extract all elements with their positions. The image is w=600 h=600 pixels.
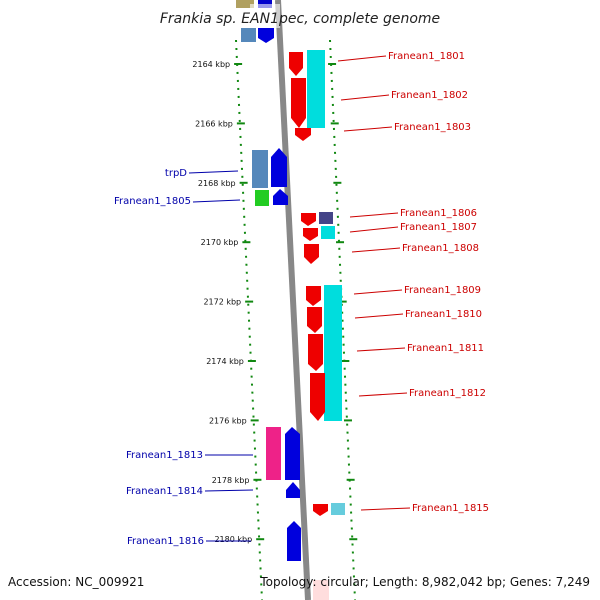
gene-shape — [301, 213, 316, 226]
gene-label[interactable]: Franean1_1806 — [400, 208, 477, 219]
gene-shape — [241, 28, 256, 42]
gene-shape — [313, 580, 329, 600]
right-track-line — [329, 39, 356, 600]
gene-shape — [287, 521, 301, 561]
gene-shape — [266, 427, 281, 480]
gene-shape — [252, 150, 268, 188]
gene-shape — [289, 52, 303, 76]
gene-leader-line — [340, 94, 390, 101]
genome-backbone — [275, 0, 311, 600]
diagram-title: Frankia sp. EAN1pec, complete genome — [160, 11, 440, 27]
gene-shape — [258, 28, 274, 43]
topology-text: Topology: circular; Length: 8,982,042 bp… — [259, 575, 590, 589]
gene-shape — [306, 286, 321, 306]
accession-text: Accession: NC_009921 — [8, 575, 144, 589]
tick-label: 2178 kbp — [212, 476, 250, 485]
left-track-line — [235, 39, 263, 600]
gene-shape — [271, 148, 287, 187]
gene-shape — [319, 212, 333, 224]
gene-shape — [255, 190, 269, 206]
gene-leader-line — [360, 507, 411, 511]
gene-label[interactable]: Franean1_1810 — [405, 309, 482, 320]
gene-leader-line — [351, 247, 401, 253]
gene-label[interactable]: Franean1_1802 — [391, 90, 468, 101]
tick-group: 2164 kbp 2166 kbp 2168 kbp 2170 kbp 2172 kbp… — [192, 60, 358, 544]
tick-label: 2166 kbp — [195, 119, 233, 128]
tick-label: 2168 kbp — [198, 179, 236, 188]
gene-leader-line — [192, 199, 241, 203]
gene-shape — [295, 128, 311, 141]
gene-shape — [273, 189, 288, 205]
gene-shape — [291, 78, 306, 128]
gene-shape — [308, 334, 323, 371]
gene-leader-line — [358, 392, 408, 397]
gene-leader-line — [349, 226, 399, 233]
gene-leader-line — [343, 126, 393, 132]
gene-shape — [307, 50, 325, 128]
gene-label[interactable]: Franean1_1812 — [409, 388, 486, 399]
gene-leader-line — [188, 170, 239, 174]
gene-label[interactable]: Franean1_1805 — [114, 196, 191, 207]
gene-shape — [324, 285, 342, 421]
right-gene-labels: Franean1_1801 Franean1_1802 Franean1_1803 F… — [337, 51, 489, 514]
gene-shapes — [241, 28, 345, 600]
gene-label[interactable]: Franean1_1815 — [412, 503, 489, 514]
gene-shape — [310, 373, 325, 421]
gene-label[interactable]: Franean1_1803 — [394, 122, 471, 133]
partial-gene-top-olive — [236, 0, 254, 8]
gene-leader-line — [337, 55, 387, 62]
tick-label: 2176 kbp — [209, 416, 247, 425]
gene-leader-line — [349, 212, 399, 218]
title-backdrop — [250, 4, 280, 28]
tick-label: 2174 kbp — [206, 357, 244, 366]
gene-label[interactable]: Franean1_1807 — [400, 222, 477, 233]
tick-label: 2172 kbp — [203, 298, 241, 307]
gene-label[interactable]: Franean1_1808 — [402, 243, 479, 254]
gene-label[interactable]: Franean1_1809 — [404, 285, 481, 296]
left-gene-labels: trpD Franean1_1805 Franean1_1813 Franean1_1… — [114, 168, 254, 547]
tick-label: 2164 kbp — [192, 60, 230, 69]
gene-label[interactable]: Franean1_1811 — [407, 343, 484, 354]
gene-label[interactable]: Franean1_1801 — [388, 51, 465, 62]
gene-shape — [286, 482, 300, 498]
gene-label[interactable]: trpD — [165, 168, 187, 179]
gene-leader-line — [204, 489, 254, 492]
gene-leader-line — [354, 313, 404, 319]
tick-label: 2170 kbp — [201, 238, 239, 247]
gene-leader-line — [356, 347, 406, 352]
gene-shape — [307, 307, 322, 333]
outer-tracks — [235, 39, 356, 600]
gene-leader-line — [353, 289, 403, 295]
gene-label[interactable]: Franean1_1813 — [126, 450, 203, 461]
gene-shape — [313, 504, 328, 516]
gene-shape — [285, 427, 300, 480]
gene-shape — [304, 244, 319, 264]
gene-label[interactable]: Franean1_1816 — [127, 536, 204, 547]
gene-label[interactable]: Franean1_1814 — [126, 486, 203, 497]
gene-shape — [331, 503, 345, 515]
gene-shape — [321, 226, 335, 239]
tick-label: 2180 kbp — [214, 535, 252, 544]
gene-shape — [303, 228, 318, 241]
